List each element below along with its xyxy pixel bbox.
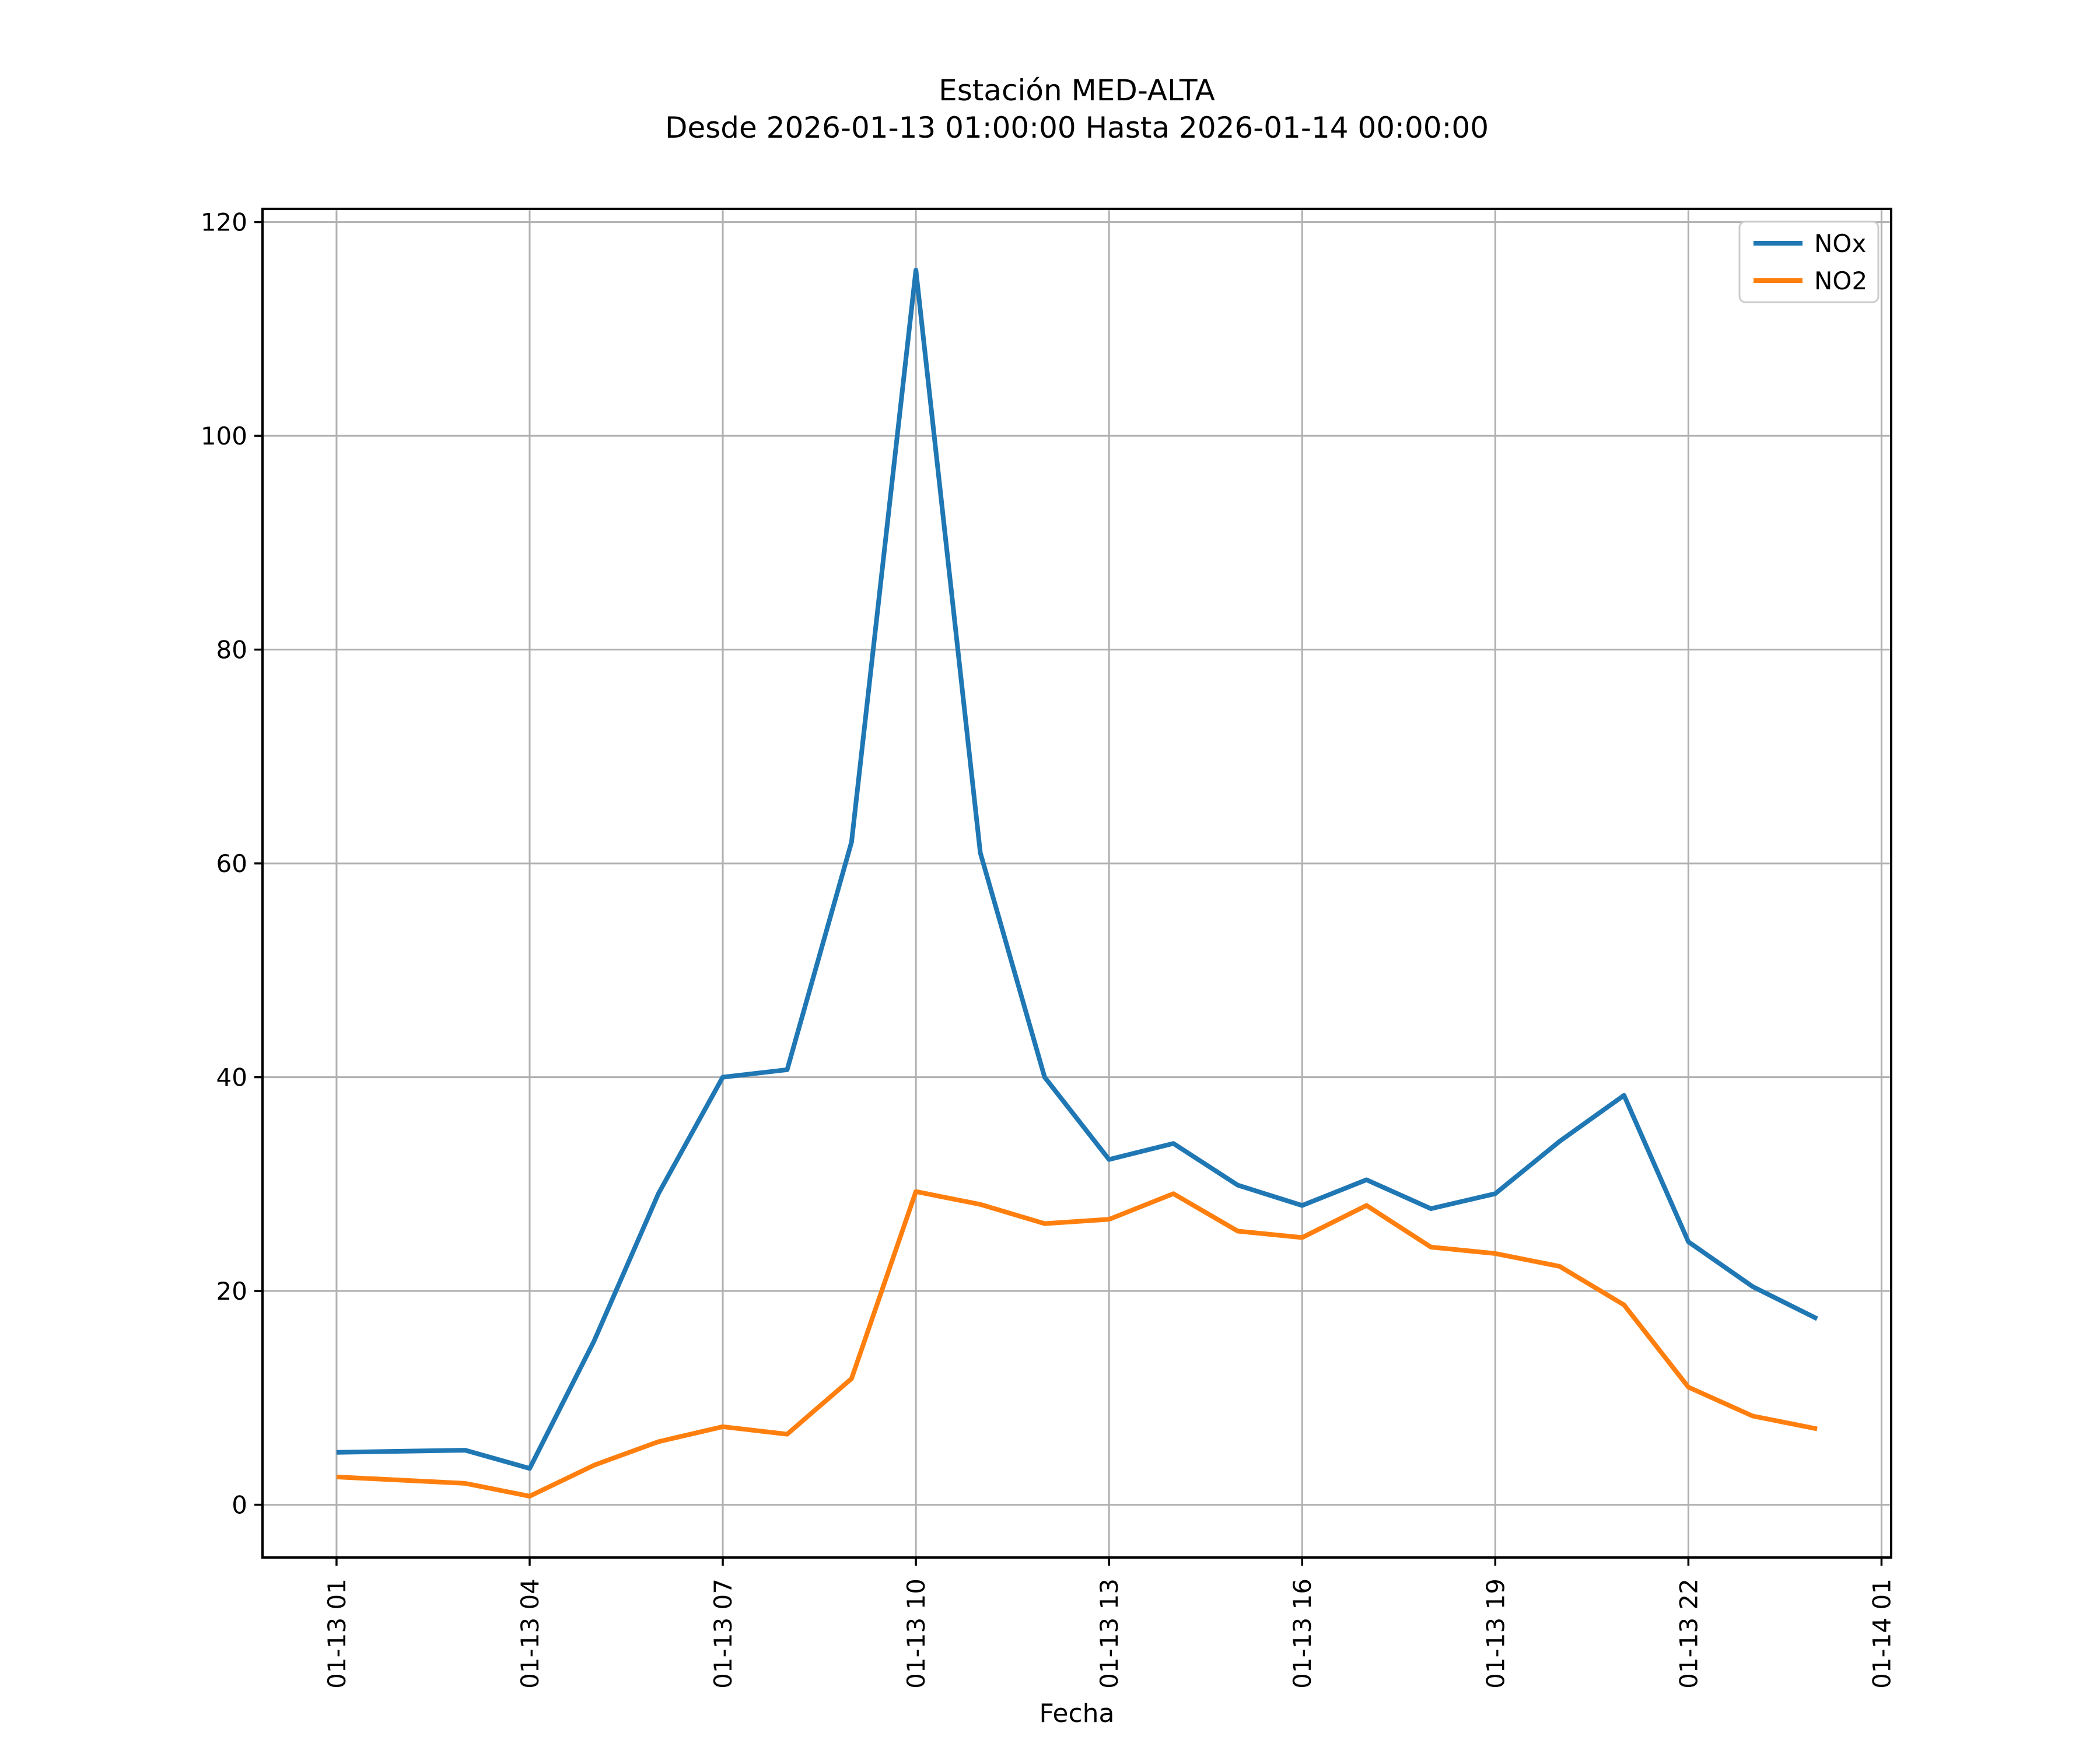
legend-label-nox: NOx [1814,229,1866,258]
y-tick-label: 80 [216,636,247,664]
chart-subtitle: Desde 2026-01-13 01:00:00 Hasta 2026-01-… [665,111,1489,145]
series-line-no2 [336,1189,1818,1499]
x-tick-label: 01-13 07 [709,1578,737,1689]
plot-border [261,208,1892,1559]
y-tick-label: 60 [216,849,247,878]
x-tick-label: 01-13 10 [902,1578,930,1689]
x-tick-label: 01-14 01 [1867,1578,1896,1689]
x-axis-label: Fecha [1039,1699,1114,1728]
chart-title: Estación MED-ALTA [939,74,1215,107]
y-tick-label: 0 [232,1491,247,1520]
series-line-nox [336,268,1818,1471]
x-tick-label: 01-13 04 [516,1578,544,1689]
x-tick-label: 01-13 01 [323,1578,351,1689]
data-series [336,268,1818,1499]
x-tick-label: 01-13 22 [1674,1578,1703,1689]
x-tick-label: 01-13 19 [1481,1578,1510,1689]
gridlines [262,209,1891,1558]
axis-ticks: 0 20 40 60 80 100 120 01-13 01 01-13 04 01-13 07 0… [201,208,1896,1689]
y-tick-label: 20 [216,1277,247,1306]
y-tick-label: 100 [201,422,247,450]
x-tick-label: 01-13 16 [1288,1578,1317,1689]
y-tick-label: 40 [216,1063,247,1092]
x-tick-label: 01-13 13 [1095,1578,1124,1689]
legend-label-no2: NO2 [1814,267,1867,295]
legend: NOx NO2 [1738,220,1880,303]
y-tick-label: 120 [201,208,247,237]
